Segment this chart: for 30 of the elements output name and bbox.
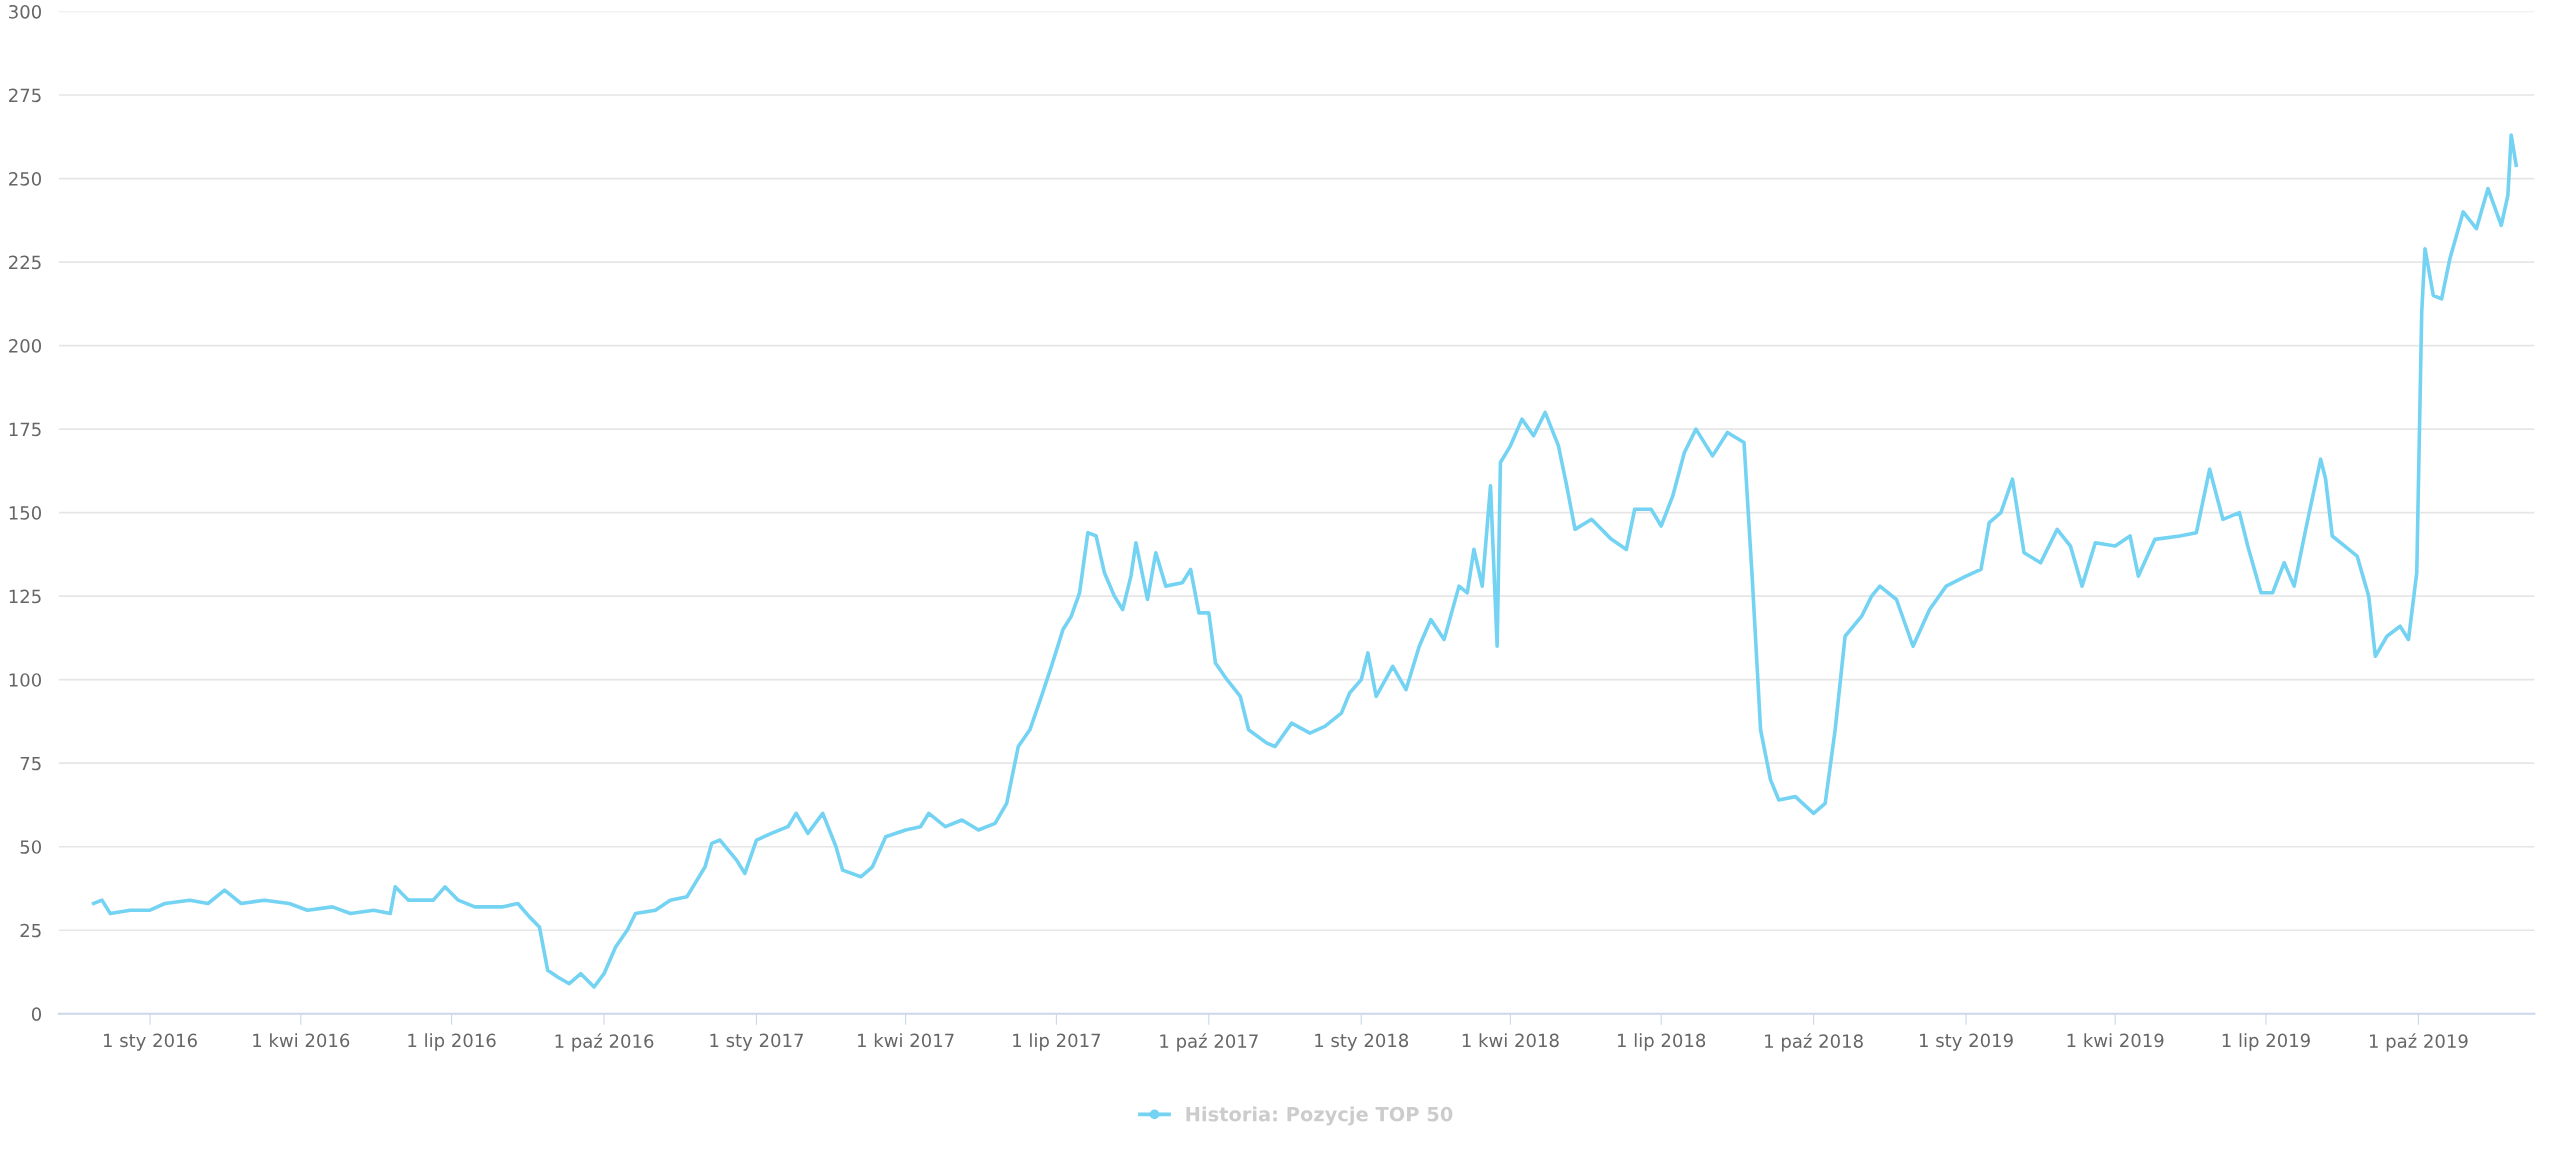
x-tick-label: 1 paź 2016	[555, 1033, 654, 1052]
y-tick-label: 250	[9, 172, 42, 186]
y-tick-label: 225	[9, 255, 41, 270]
x-tick-label: 1 paź 2018	[1765, 1033, 1863, 1052]
x-tick-label: 1 paź 2019	[2369, 1033, 2468, 1052]
x-tick-label: 1 lip 2016	[408, 1033, 496, 1051]
y-tick-label: 25	[20, 923, 41, 938]
y-tick-label: 75	[20, 756, 41, 771]
x-tick-label: 1 lip 2019	[2222, 1033, 2310, 1051]
x-tick-label: 1 kwi 2019	[2067, 1033, 2164, 1048]
x-tick-label: 1 lip 2018	[1617, 1033, 1706, 1051]
y-tick-label: 200	[9, 339, 42, 353]
x-tick-label: 1 sty 2019	[1920, 1033, 2013, 1051]
x-tick-label: 1 sty 2017	[710, 1033, 803, 1051]
x-tick-label: 1 sty 2016	[103, 1033, 197, 1051]
line-series	[91, 133, 2518, 989]
x-tick-label: 1 kwi 2017	[858, 1033, 954, 1048]
x-tick-label: 1 kwi 2018	[1462, 1033, 1559, 1048]
x-tick-label: 1 paź 2017	[1160, 1033, 1258, 1052]
y-tick-label: 150	[9, 506, 42, 520]
x-tick-label: 1 kwi 2016	[253, 1033, 350, 1048]
y-tick-label: 175	[9, 422, 41, 437]
y-tick-label: 300	[9, 4, 42, 19]
y-tick-label: 100	[9, 673, 42, 687]
x-tick-label: 1 lip 2017	[1013, 1033, 1101, 1051]
y-tick-label: 125	[9, 589, 41, 604]
y-tick-label: 0	[31, 1007, 42, 1021]
y-tick-label: 50	[20, 840, 42, 854]
y-tick-label: 275	[9, 88, 41, 103]
x-tick-label: 1 sty 2018	[1315, 1033, 1409, 1051]
